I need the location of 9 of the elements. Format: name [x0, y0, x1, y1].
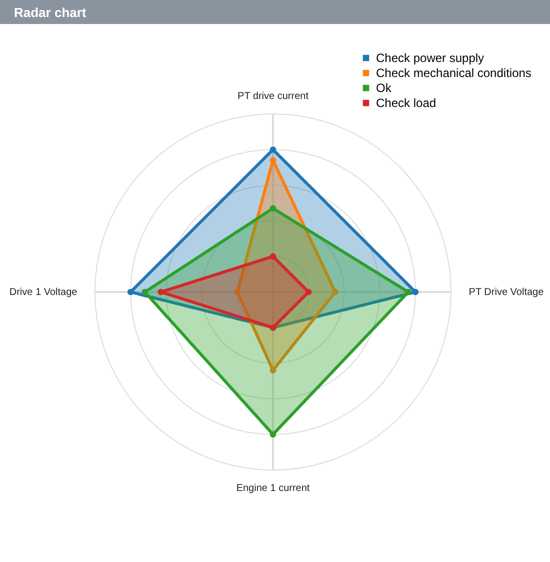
legend-label: Check load: [376, 96, 436, 110]
spoke-label: Engine 1 current: [236, 482, 310, 494]
spoke-label: Drive 1 Voltage: [9, 287, 78, 298]
spoke-label: PT Drive Voltage: [468, 287, 544, 298]
legend-label: Check power supply: [376, 51, 484, 65]
chart-title: Radar chart: [14, 5, 87, 20]
spoke-label: PT drive current: [238, 91, 309, 102]
legend-label: Check mechanical conditions: [376, 66, 532, 80]
legend-label: Ok: [376, 81, 392, 95]
